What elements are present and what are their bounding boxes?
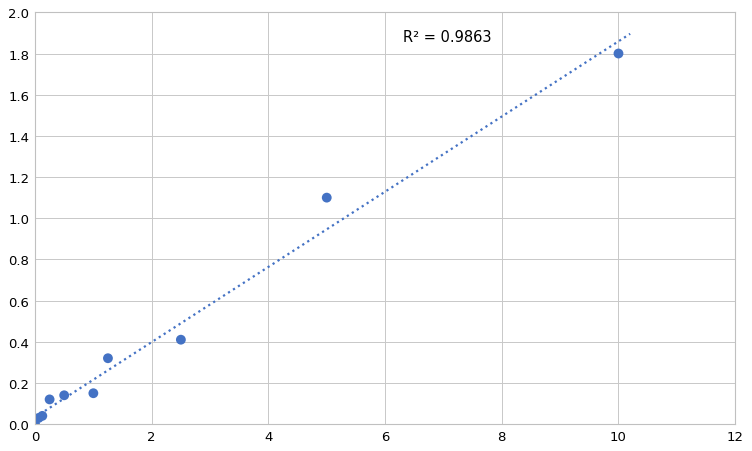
Point <box>87 390 99 397</box>
Point <box>175 336 187 344</box>
Text: R² = 0.9863: R² = 0.9863 <box>402 30 491 45</box>
Point <box>32 414 44 422</box>
Point <box>44 396 56 403</box>
Point <box>58 392 70 399</box>
Point <box>29 421 41 428</box>
Point <box>612 51 624 58</box>
Point <box>102 355 114 362</box>
Point <box>36 412 48 419</box>
Point <box>321 194 333 202</box>
